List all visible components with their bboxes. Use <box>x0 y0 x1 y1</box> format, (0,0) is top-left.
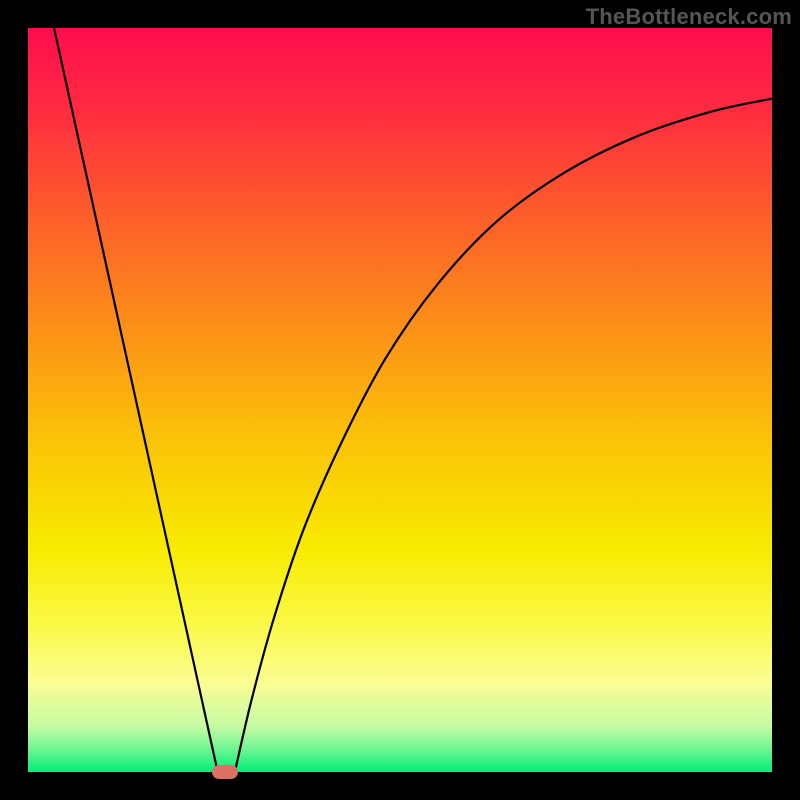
chart-frame: TheBottleneck.com <box>0 0 800 800</box>
plot-area <box>28 28 772 772</box>
watermark-text: TheBottleneck.com <box>586 4 792 30</box>
gradient-background <box>28 28 772 772</box>
minimum-marker <box>212 765 238 779</box>
chart-svg <box>28 28 772 772</box>
